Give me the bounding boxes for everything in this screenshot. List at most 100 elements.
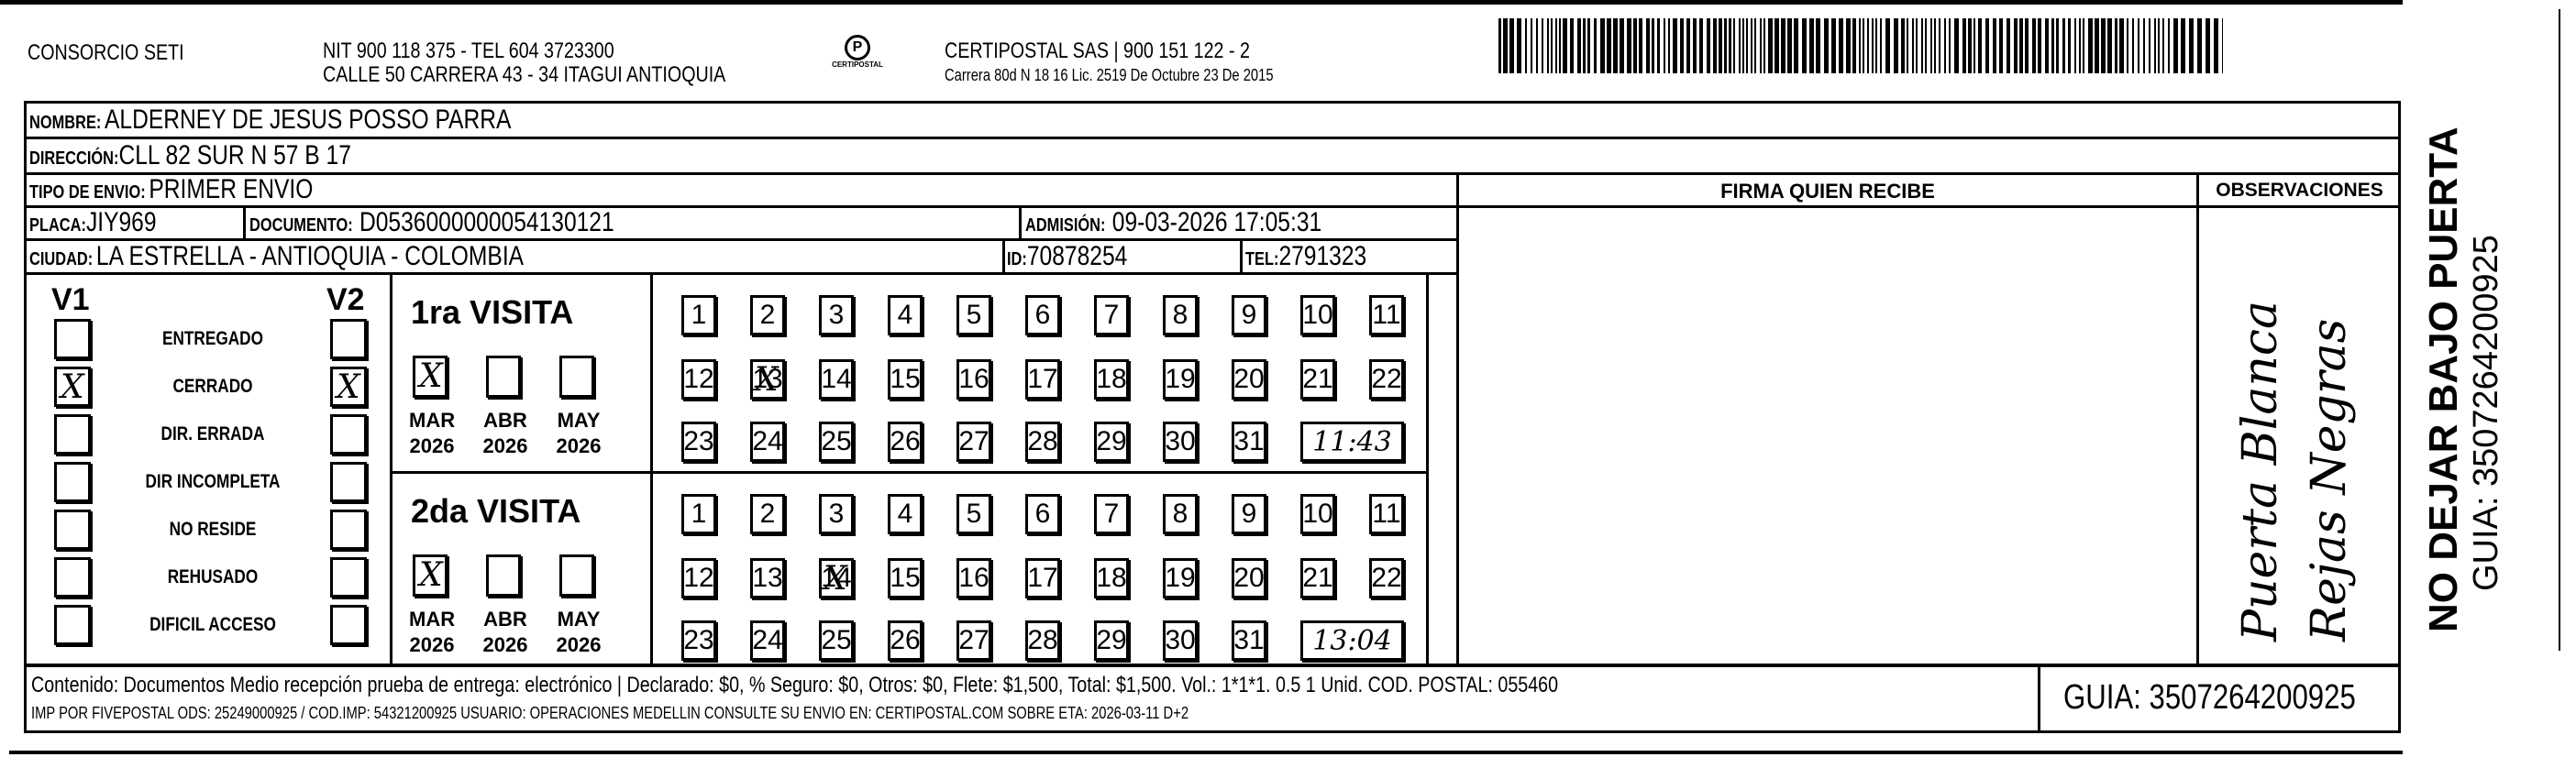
- day-box[interactable]: 16: [956, 558, 991, 598]
- day-box[interactable]: 28: [1025, 620, 1060, 661]
- day-box[interactable]: 1: [681, 494, 716, 534]
- day-box[interactable]: 5: [956, 494, 991, 534]
- day-box[interactable]: 26: [888, 422, 923, 462]
- day-box[interactable]: 12: [681, 558, 716, 598]
- day-box[interactable]: 25: [819, 422, 854, 462]
- day-box[interactable]: 1: [681, 295, 716, 335]
- signature-area[interactable]: [1459, 209, 2196, 664]
- day-box[interactable]: 7: [1094, 494, 1129, 534]
- day-box[interactable]: 25: [819, 620, 854, 661]
- day-box[interactable]: 11: [1369, 494, 1404, 534]
- day-box[interactable]: 28: [1025, 422, 1060, 462]
- day-box[interactable]: 21: [1300, 558, 1335, 598]
- v2-checkbox[interactable]: [330, 414, 367, 455]
- day-box[interactable]: 23: [681, 422, 716, 462]
- day-box[interactable]: 31: [1232, 620, 1266, 661]
- day-box[interactable]: 7: [1094, 295, 1129, 335]
- day-box[interactable]: 22: [1369, 558, 1404, 598]
- day-box[interactable]: 15: [888, 558, 923, 598]
- day-box[interactable]: 16: [956, 359, 991, 400]
- day-box[interactable]: 20: [1232, 558, 1266, 598]
- barcode-bar: [1517, 18, 1521, 73]
- day-box[interactable]: 21: [1300, 359, 1335, 400]
- day-box[interactable]: 2: [750, 494, 785, 534]
- day-box[interactable]: 30: [1163, 422, 1198, 462]
- v2-checkbox[interactable]: [330, 510, 367, 550]
- check-mark-icon: X: [61, 368, 84, 406]
- barcode-bar: [2025, 18, 2029, 73]
- day-box[interactable]: 15: [888, 359, 923, 400]
- day-box[interactable]: 30: [1163, 620, 1198, 661]
- barcode-bar: [1863, 18, 1864, 73]
- v1-checkbox[interactable]: X: [54, 367, 91, 407]
- day-box[interactable]: 3: [819, 295, 854, 335]
- month-label: MAY: [557, 409, 601, 432]
- day-box[interactable]: 10: [1300, 494, 1335, 534]
- barcode-bar: [1555, 18, 1557, 73]
- day-box[interactable]: 12: [681, 359, 716, 400]
- day-box[interactable]: 9: [1232, 494, 1266, 534]
- day-box[interactable]: 5: [956, 295, 991, 335]
- day-box[interactable]: 6: [1025, 494, 1060, 534]
- v1-checkbox[interactable]: [54, 462, 91, 502]
- day-box[interactable]: 3: [819, 494, 854, 534]
- day-box[interactable]: 14: [819, 359, 854, 400]
- barcode-bar: [1664, 18, 1665, 73]
- barcode-bar: [1794, 18, 1798, 73]
- day-box[interactable]: 9: [1232, 295, 1266, 335]
- day-box[interactable]: 11: [1369, 295, 1404, 335]
- barcode-bar: [1912, 18, 1914, 73]
- day-box[interactable]: 10: [1300, 295, 1335, 335]
- v1-checkbox[interactable]: [54, 557, 91, 598]
- day-box[interactable]: 24: [750, 620, 785, 661]
- month-checkbox[interactable]: [559, 356, 594, 398]
- v1-checkbox[interactable]: [54, 605, 91, 645]
- status-label: CERRADO: [172, 376, 253, 397]
- day-box[interactable]: 20: [1232, 359, 1266, 400]
- time-box[interactable]: 11:43: [1300, 422, 1404, 462]
- day-box[interactable]: 17: [1025, 359, 1060, 400]
- day-box[interactable]: 19: [1163, 359, 1198, 400]
- day-box[interactable]: 27: [956, 620, 991, 661]
- day-box[interactable]: 29: [1094, 620, 1129, 661]
- month-checkbox[interactable]: [486, 554, 521, 597]
- day-box[interactable]: 19: [1163, 558, 1198, 598]
- barcode-bar: [1925, 18, 1927, 73]
- time-box[interactable]: 13:04: [1300, 620, 1404, 661]
- day-box[interactable]: 4: [888, 494, 923, 534]
- day-box[interactable]: 17: [1025, 558, 1060, 598]
- barcode-bar: [1733, 18, 1735, 73]
- v2-checkbox[interactable]: [330, 605, 367, 645]
- v1-checkbox[interactable]: [54, 510, 91, 550]
- day-box[interactable]: 24: [750, 422, 785, 462]
- day-box[interactable]: 29: [1094, 422, 1129, 462]
- day-box[interactable]: 26: [888, 620, 923, 661]
- day-box[interactable]: 22: [1369, 359, 1404, 400]
- barcode-bar: [1559, 18, 1561, 73]
- day-box[interactable]: 18: [1094, 359, 1129, 400]
- logo-emblem-icon: P: [845, 35, 870, 60]
- v1-checkbox[interactable]: [54, 319, 91, 359]
- v2-checkbox[interactable]: [330, 462, 367, 502]
- day-box[interactable]: 27: [956, 422, 991, 462]
- month-checkbox[interactable]: [559, 554, 594, 597]
- month-checkbox[interactable]: X: [413, 356, 448, 398]
- day-box[interactable]: 31: [1232, 422, 1266, 462]
- v2-checkbox[interactable]: X: [330, 367, 367, 407]
- v2-checkbox[interactable]: [330, 557, 367, 598]
- v2-checkbox[interactable]: [330, 319, 367, 359]
- day-box[interactable]: 13: [750, 558, 785, 598]
- day-box[interactable]: 8: [1163, 494, 1198, 534]
- v1-checkbox[interactable]: [54, 414, 91, 455]
- day-box[interactable]: 6: [1025, 295, 1060, 335]
- shipment-type-field: TIPO DE ENVIO: PRIMER ENVIO: [29, 174, 314, 204]
- day-box[interactable]: 23: [681, 620, 716, 661]
- day-box[interactable]: 8: [1163, 295, 1198, 335]
- month-checkbox[interactable]: [486, 356, 521, 398]
- day-box[interactable]: 13 X: [750, 359, 785, 400]
- day-box[interactable]: 2: [750, 295, 785, 335]
- day-box[interactable]: 14 X: [819, 558, 854, 598]
- day-box[interactable]: 4: [888, 295, 923, 335]
- day-box[interactable]: 18: [1094, 558, 1129, 598]
- month-checkbox[interactable]: X: [413, 554, 448, 597]
